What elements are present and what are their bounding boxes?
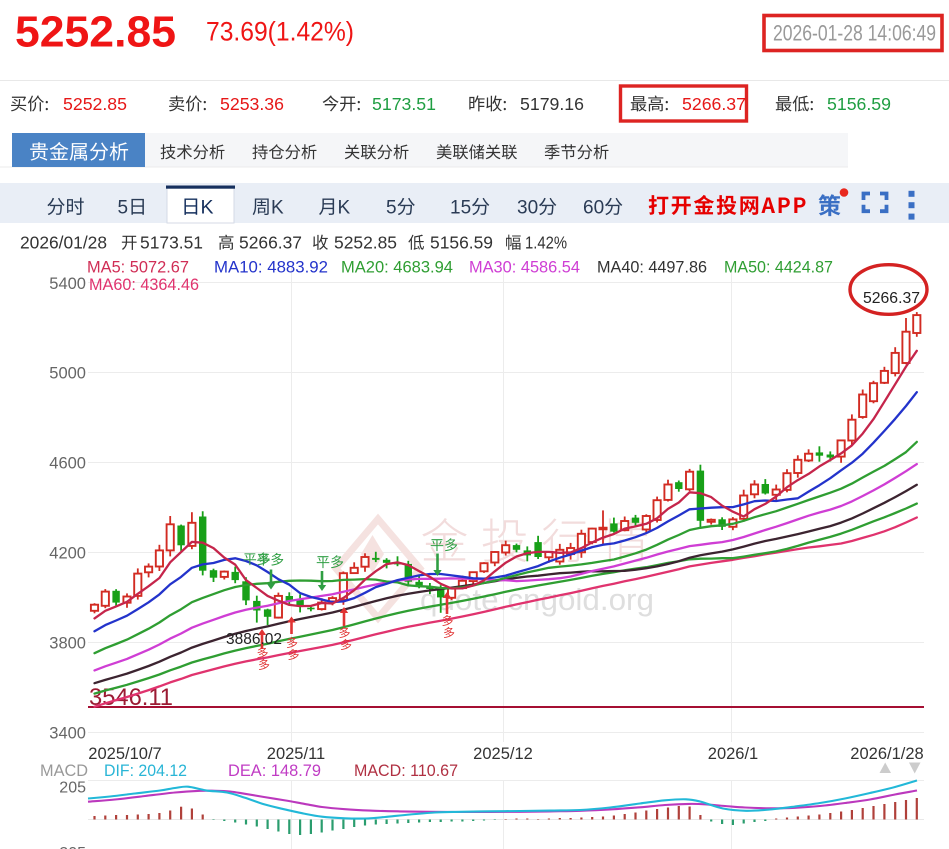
svg-text:5252.85: 5252.85: [334, 233, 397, 253]
svg-text:5179.16: 5179.16: [520, 94, 584, 114]
svg-text:DEA: 148.79: DEA: 148.79: [228, 761, 321, 780]
svg-text:73.69(1.42%): 73.69(1.42%): [206, 17, 354, 47]
svg-text:0: 0: [594, 198, 605, 219]
svg-text:3886.02: 3886.02: [226, 631, 282, 648]
svg-text:5400: 5400: [49, 275, 86, 293]
svg-text:5173.51: 5173.51: [372, 94, 436, 114]
svg-text:5: 5: [386, 198, 397, 219]
svg-text:MA20: 4683.94: MA20: 4683.94: [341, 259, 453, 277]
svg-text:2025/10/7: 2025/10/7: [88, 745, 161, 763]
svg-text:5266.37: 5266.37: [239, 233, 302, 253]
svg-text:2026/1: 2026/1: [708, 745, 758, 763]
svg-text:5253.36: 5253.36: [220, 94, 284, 114]
svg-text:MA5: 5072.67: MA5: 5072.67: [87, 259, 189, 277]
svg-text:MA10: 4883.92: MA10: 4883.92: [214, 259, 328, 277]
svg-text:3: 3: [517, 198, 528, 219]
svg-text:2025/12: 2025/12: [473, 745, 533, 763]
svg-text:3400: 3400: [49, 724, 86, 742]
svg-text:2026/1/28: 2026/1/28: [850, 745, 923, 763]
svg-text:5: 5: [461, 198, 472, 219]
svg-text:-205: -205: [54, 845, 86, 849]
svg-text:5266.37: 5266.37: [682, 94, 746, 114]
svg-text:6: 6: [583, 198, 594, 219]
svg-text:MA50: 4424.87: MA50: 4424.87: [724, 259, 833, 277]
svg-text:0: 0: [528, 198, 539, 219]
svg-text:K: K: [338, 198, 351, 219]
svg-text:3546.11: 3546.11: [89, 684, 173, 711]
svg-text:1.42%: 1.42%: [525, 233, 567, 253]
svg-text:MACD: MACD: [40, 761, 88, 780]
svg-text:5266.37: 5266.37: [863, 290, 920, 307]
svg-text:MA30: 4586.54: MA30: 4586.54: [469, 259, 580, 277]
svg-text:K: K: [271, 198, 284, 219]
svg-text:4200: 4200: [49, 544, 86, 562]
svg-text:1: 1: [450, 198, 461, 219]
svg-text:3800: 3800: [49, 634, 86, 652]
svg-text:5156.59: 5156.59: [430, 233, 493, 253]
svg-text:K: K: [201, 197, 214, 219]
svg-text:MA60: 4364.46: MA60: 4364.46: [89, 276, 199, 294]
svg-text:MA40: 4497.86: MA40: 4497.86: [597, 259, 707, 277]
svg-text:2025/11: 2025/11: [267, 745, 325, 763]
svg-text:MACD: 110.67: MACD: 110.67: [354, 761, 458, 780]
svg-text:5156.59: 5156.59: [827, 94, 891, 114]
svg-text:5000: 5000: [49, 364, 86, 382]
svg-text:4600: 4600: [49, 454, 86, 472]
svg-text:2026-01-28 14:06:49: 2026-01-28 14:06:49: [773, 21, 936, 46]
svg-text:5252.85: 5252.85: [63, 94, 127, 114]
svg-text:5173.51: 5173.51: [140, 233, 203, 253]
svg-text:205: 205: [59, 780, 86, 797]
svg-text:DIF: 204.12: DIF: 204.12: [104, 761, 187, 780]
svg-text:5252.85: 5252.85: [15, 8, 176, 57]
svg-text:5: 5: [118, 198, 129, 219]
svg-text:2026/01/28: 2026/01/28: [20, 233, 107, 253]
